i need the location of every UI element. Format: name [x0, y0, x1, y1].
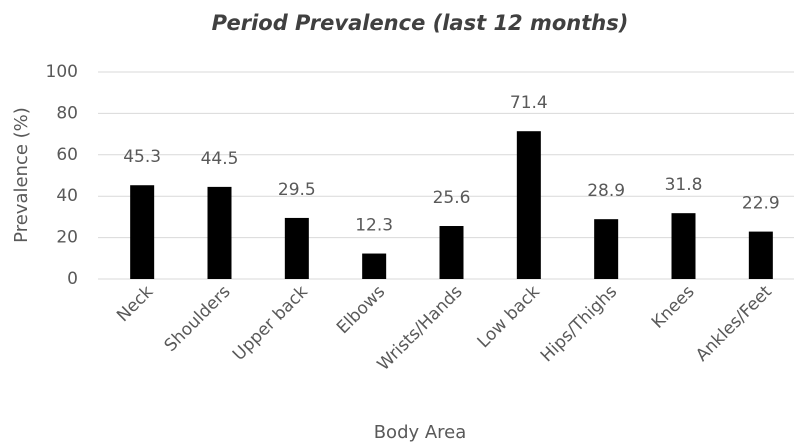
x-tick-label: Hips/Thighs — [537, 282, 621, 366]
data-label: 29.5 — [278, 180, 316, 200]
data-label: 25.6 — [433, 188, 471, 208]
x-tick-label: Ankles/Feet — [692, 282, 776, 366]
bar — [748, 231, 773, 279]
data-label: 12.3 — [355, 216, 393, 236]
bar — [439, 226, 464, 279]
x-tick-label: Upper back — [229, 282, 312, 365]
bar — [516, 131, 541, 279]
bar — [671, 213, 696, 279]
x-tick-label: Knees — [648, 282, 699, 333]
bar — [207, 186, 232, 279]
x-tick-label: Neck — [113, 282, 157, 326]
y-tick-label: 40 — [56, 186, 78, 206]
y-tick-label: 100 — [46, 62, 78, 82]
data-label: 22.9 — [742, 194, 780, 214]
x-axis-title: Body Area — [374, 422, 467, 443]
bar — [594, 219, 619, 279]
y-tick-label: 20 — [56, 228, 78, 248]
chart-title: Period Prevalence (last 12 months) — [212, 11, 629, 35]
bar — [284, 217, 309, 279]
y-tick-label: 60 — [56, 145, 78, 165]
data-label: 31.8 — [665, 175, 703, 195]
data-label: 71.4 — [510, 93, 548, 113]
y-tick-label: 80 — [56, 103, 78, 123]
bar — [362, 253, 387, 279]
data-label: 45.3 — [123, 147, 161, 167]
y-axis-title: Prevalence (%) — [11, 107, 32, 243]
y-tick-label: 0 — [67, 269, 78, 289]
bar — [130, 185, 155, 279]
x-tick-label: Shoulders — [161, 282, 235, 356]
x-tick-label: Low back — [474, 282, 544, 352]
x-tick-label: Elbows — [333, 282, 389, 338]
data-label: 44.5 — [201, 149, 239, 169]
data-label: 28.9 — [587, 181, 625, 201]
